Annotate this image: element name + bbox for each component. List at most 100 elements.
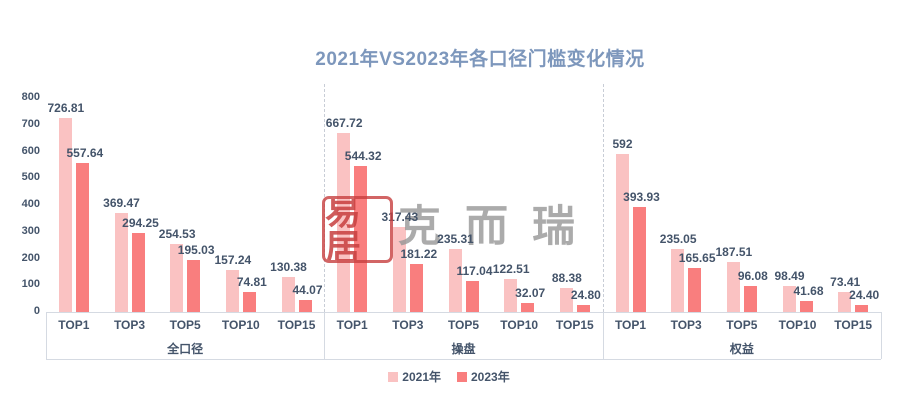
bar-2023	[632, 206, 646, 312]
bar-value-label-2023: 24.80	[570, 288, 601, 303]
category-label: TOP10	[778, 318, 817, 332]
y-axis-tick-label: 400	[21, 198, 40, 210]
bar-value-label-2023: 544.32	[344, 149, 382, 164]
y-axis-tick-label: 200	[21, 251, 40, 264]
legend-swatch-icon	[388, 371, 399, 382]
bar-2023	[576, 305, 590, 312]
bar-value-label-2021: 98.49	[774, 268, 805, 283]
y-axis-tick-label: 0	[33, 305, 40, 317]
bar-2023	[799, 300, 813, 312]
legend-label: 2023年	[471, 370, 510, 384]
category-label: TOP3	[670, 318, 702, 332]
bar-value-label-2023: 74.81	[236, 274, 267, 289]
legend-item: 2023年	[457, 368, 510, 385]
bar-value-label-2021: 235.31	[437, 232, 474, 247]
bar-2023	[465, 280, 479, 312]
bar-2023	[298, 300, 312, 312]
watermark-seal-stamp: 易居	[322, 196, 393, 263]
category-label: TOP10	[221, 318, 260, 332]
group-label: 全口径	[167, 342, 204, 356]
legend-item: 2021年	[388, 368, 441, 385]
y-axis-tick-label: 600	[21, 144, 40, 157]
bar-value-label-2021: 592	[612, 136, 633, 151]
bar-2021	[671, 249, 685, 312]
y-axis-tick-label: 500	[21, 171, 40, 184]
y-axis-tick-label: 700	[21, 117, 40, 130]
bar-2021	[225, 269, 239, 312]
group-label: 权益	[729, 342, 754, 356]
legend: 2021年 2023年	[0, 368, 898, 385]
category-band-separator	[46, 312, 47, 359]
legend-swatch-icon	[457, 371, 467, 382]
category-label: TOP15	[555, 318, 594, 332]
bar-2023	[855, 305, 869, 312]
group-separator-line	[603, 84, 604, 312]
bar-2023	[409, 263, 423, 312]
bar-2021	[337, 133, 351, 312]
bar-2021	[504, 279, 518, 312]
bar-value-label-2021: 369.47	[103, 196, 140, 211]
bar-value-label-2021: 73.41	[830, 275, 861, 290]
bar-value-label-2023: 181.22	[400, 246, 438, 261]
category-label: TOP5	[726, 318, 758, 332]
category-label: TOP3	[392, 318, 424, 332]
bar-value-label-2023: 24.40	[849, 288, 880, 303]
group-label: 操盘	[451, 342, 476, 356]
bar-2021	[559, 288, 573, 312]
bar-value-label-2021: 157.24	[214, 252, 252, 267]
bar-value-label-2023: 557.64	[66, 145, 104, 160]
bar-value-label-2021: 122.51	[492, 262, 530, 277]
y-axis-tick-label: 800	[21, 91, 40, 103]
bar-2021	[838, 292, 852, 312]
bar-2021	[392, 227, 406, 312]
category-band-separator	[603, 312, 604, 359]
bar-value-label-2023: 294.25	[122, 216, 159, 231]
bar-2023	[521, 303, 535, 312]
bar-value-label-2023: 41.68	[793, 283, 824, 298]
bar-2023	[688, 267, 702, 312]
y-axis-tick-label: 100	[21, 278, 40, 291]
x-axis-baseline	[46, 312, 881, 313]
bar-2021	[58, 117, 72, 312]
bar-2021	[782, 285, 796, 312]
bar-2021	[114, 213, 128, 312]
category-label: TOP1	[614, 318, 647, 332]
bar-value-label-2021: 726.81	[47, 100, 85, 115]
bar-2023	[187, 259, 201, 312]
bar-2021	[170, 243, 184, 312]
bar-value-label-2021: 667.72	[325, 116, 363, 131]
legend-label: 2021年	[402, 370, 441, 384]
bar-value-label-2021: 235.05	[659, 232, 697, 247]
bar-value-label-2023: 117.04	[456, 263, 493, 278]
chart-title: 2021年VS2023年各口径门槛变化情况	[315, 49, 645, 70]
category-label: TOP5	[447, 318, 480, 332]
bar-value-label-2021: 130.38	[270, 260, 307, 275]
bar-value-label-2023: 165.65	[678, 250, 716, 265]
bar-2021	[448, 249, 462, 312]
bar-2023	[354, 166, 368, 312]
category-label: TOP10	[500, 318, 539, 332]
bar-value-label-2021: 88.38	[551, 271, 582, 286]
bar-value-label-2023: 393.93	[623, 189, 660, 204]
watermark-brand-text: 克而瑞	[398, 203, 599, 251]
bar-value-label-2023: 195.03	[177, 242, 215, 257]
bar-value-label-2021: 187.51	[715, 244, 753, 259]
category-label: TOP5	[169, 318, 201, 332]
category-label: TOP1	[58, 318, 90, 332]
bar-2023	[242, 291, 256, 312]
bar-value-label-2023: 32.07	[515, 286, 546, 301]
y-axis-tick-label: 300	[21, 224, 40, 237]
category-band-separator	[324, 312, 325, 359]
bar-2021	[726, 261, 740, 312]
bar-value-label-2023: 96.08	[737, 269, 768, 284]
bar-2023	[743, 286, 757, 312]
category-band-separator	[881, 312, 882, 359]
category-label: TOP15	[834, 318, 873, 332]
bar-value-label-2023: 44.07	[292, 283, 323, 298]
bar-2023	[131, 233, 145, 312]
category-band-bottom-line	[46, 359, 881, 360]
bar-2021	[281, 277, 295, 312]
bar-2023	[75, 162, 89, 312]
category-label: TOP15	[277, 318, 316, 332]
